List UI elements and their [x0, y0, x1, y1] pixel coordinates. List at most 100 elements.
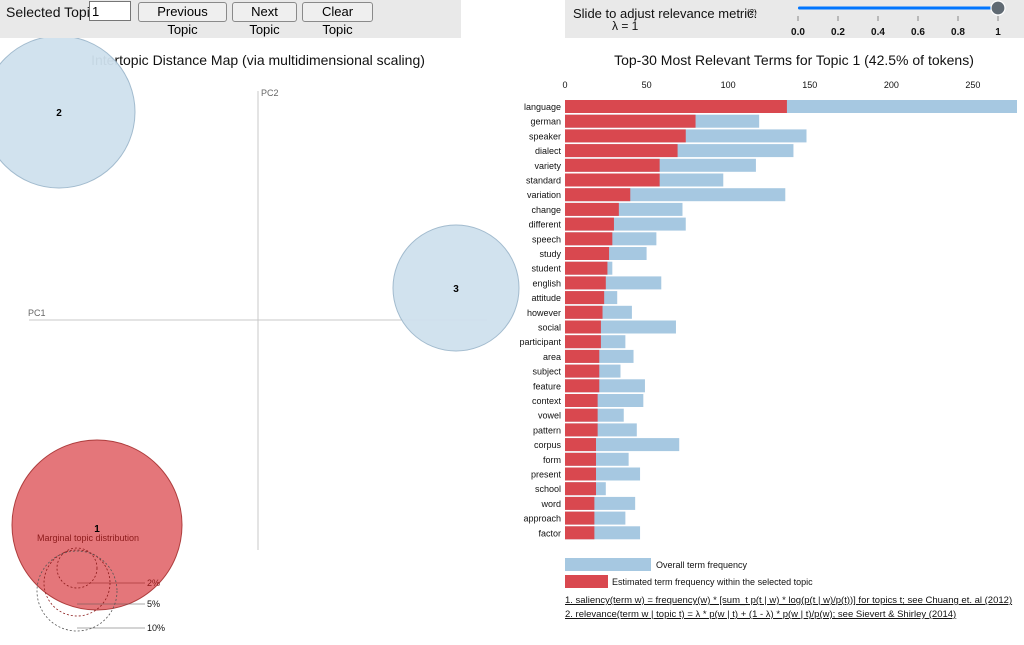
term-label[interactable]: change	[531, 205, 561, 215]
topic-frequency-bar[interactable]	[565, 364, 600, 378]
term-label[interactable]: study	[539, 249, 561, 259]
topic-circle-3[interactable]: 3	[392, 224, 520, 352]
relevance-slider[interactable]: 0.0 0.2 0.4 0.6 0.8 1	[790, 0, 1024, 38]
x-tick-label: 200	[884, 80, 899, 90]
legend-swatch-overall	[565, 558, 651, 571]
topic-frequency-bar[interactable]	[565, 247, 610, 260]
topic-circle-1[interactable]: 1	[11, 439, 183, 611]
topic-label-3: 3	[453, 284, 459, 295]
topic-frequency-bar[interactable]	[565, 349, 600, 363]
size-legend-title: Marginal topic distribution	[37, 533, 139, 543]
term-label[interactable]: present	[531, 470, 562, 480]
term-label[interactable]: school	[535, 484, 561, 494]
term-label[interactable]: feature	[533, 381, 561, 391]
topic-frequency-bar[interactable]	[565, 467, 597, 481]
topic-frequency-bar[interactable]	[565, 335, 601, 349]
term-label[interactable]: attitude	[531, 293, 561, 303]
term-bar-chart: Top-30 Most Relevant Terms for Topic 1 (…	[519, 52, 1017, 588]
topic-frequency-bar[interactable]	[565, 496, 595, 510]
x-tick-label: 100	[721, 80, 736, 90]
topic-frequency-bar[interactable]	[565, 173, 660, 187]
x-tick-label: 150	[802, 80, 817, 90]
slider-tick-label: 1	[995, 27, 1001, 38]
term-label[interactable]: pattern	[533, 425, 561, 435]
topic-frequency-bar[interactable]	[565, 452, 597, 466]
topic-frequency-bar[interactable]	[565, 320, 601, 334]
term-label[interactable]: context	[532, 396, 562, 406]
size-legend-5pct: 5%	[147, 599, 160, 609]
topic-frequency-bar[interactable]	[565, 482, 597, 496]
slider-handle[interactable]	[990, 0, 1006, 16]
term-label[interactable]: area	[543, 352, 561, 362]
footnote-saliency: 1. saliency(term w) = frequency(w) * [su…	[565, 595, 1013, 606]
topic-frequency-bar[interactable]	[565, 379, 600, 393]
clear-topic-button[interactable]: Clear Topic	[302, 2, 373, 37]
relevance-footnote: (2)	[747, 8, 757, 17]
topic-frequency-bar[interactable]	[565, 100, 787, 113]
topic-frequency-bar[interactable]	[565, 423, 598, 437]
term-label[interactable]: speaker	[529, 131, 561, 141]
legend-label-overall: Overall term frequency	[656, 560, 748, 570]
relevance-label: Slide to adjust relevance metric:	[573, 6, 758, 21]
term-label[interactable]: dialect	[535, 146, 562, 156]
topic-controls-panel: Selected Topic: Previous Topic Next Topi…	[0, 0, 461, 38]
term-label[interactable]: subject	[532, 367, 561, 377]
topic-frequency-bar[interactable]	[565, 158, 660, 172]
pc1-label: PC1	[28, 308, 46, 318]
topic-frequency-bar[interactable]	[565, 188, 631, 202]
bar-chart-title: Top-30 Most Relevant Terms for Topic 1 (…	[614, 52, 974, 68]
topic-label-1: 1	[94, 524, 100, 535]
topic-frequency-bar[interactable]	[565, 438, 597, 452]
term-label[interactable]: speech	[532, 234, 561, 244]
topic-frequency-bar[interactable]	[565, 305, 603, 319]
term-label[interactable]: standard	[526, 176, 561, 186]
term-label[interactable]: language	[524, 102, 561, 112]
term-label[interactable]: corpus	[534, 440, 562, 450]
topic-frequency-bar[interactable]	[565, 276, 606, 290]
topic-circle-2[interactable]: 2	[0, 38, 136, 189]
topic-frequency-bar[interactable]	[565, 526, 595, 540]
topic-frequency-bar[interactable]	[565, 291, 605, 305]
term-label[interactable]: factor	[538, 528, 561, 538]
term-label[interactable]: student	[531, 264, 561, 274]
slider-tick-label: 0.0	[791, 27, 805, 38]
topic-frequency-bar[interactable]	[565, 261, 608, 275]
term-label[interactable]: social	[538, 323, 561, 333]
term-label[interactable]: vowel	[538, 411, 561, 421]
bar-legend: Overall term frequency Estimated term fr…	[565, 558, 813, 588]
term-label[interactable]: english	[532, 278, 561, 288]
term-label[interactable]: variation	[527, 190, 561, 200]
topic-frequency-bar[interactable]	[565, 408, 598, 422]
legend-label-selected: Estimated term frequency within the sele…	[612, 577, 813, 587]
term-label[interactable]: german	[530, 117, 561, 127]
slider-tick-label: 0.8	[951, 27, 965, 38]
topic-frequency-bar[interactable]	[565, 114, 696, 128]
x-tick-label: 250	[965, 80, 980, 90]
term-label[interactable]: participant	[519, 337, 561, 347]
term-label[interactable]: word	[540, 499, 561, 509]
selected-topic-input[interactable]	[89, 1, 131, 21]
term-label[interactable]: form	[543, 455, 561, 465]
footnote-relevance: 2. relevance(term w | topic t) = λ * p(w…	[565, 609, 957, 620]
lambda-label: λ = 1	[612, 19, 639, 33]
topic-frequency-bar[interactable]	[565, 232, 613, 246]
topic-frequency-bar[interactable]	[565, 144, 678, 158]
previous-topic-button[interactable]: Previous Topic	[138, 2, 227, 37]
term-label[interactable]: different	[529, 220, 562, 230]
topic-label-2: 2	[56, 108, 62, 119]
topic-frequency-bar[interactable]	[565, 202, 619, 216]
x-tick-label: 50	[642, 80, 652, 90]
slider-tick-label: 0.4	[871, 27, 885, 38]
topic-frequency-bar[interactable]	[565, 217, 614, 231]
size-legend-2pct: 2%	[147, 578, 160, 588]
map-title: Intertopic Distance Map (via multidimens…	[91, 52, 425, 68]
topic-frequency-bar[interactable]	[565, 511, 595, 525]
size-legend-10pct: 10%	[147, 623, 165, 633]
term-label[interactable]: approach	[523, 514, 561, 524]
term-label[interactable]: variety	[534, 161, 561, 171]
next-topic-button[interactable]: Next Topic	[232, 2, 297, 37]
term-label[interactable]: however	[527, 308, 561, 318]
topic-frequency-bar[interactable]	[565, 394, 598, 407]
topic-frequency-bar[interactable]	[565, 129, 686, 143]
pc2-label: PC2	[261, 88, 279, 98]
